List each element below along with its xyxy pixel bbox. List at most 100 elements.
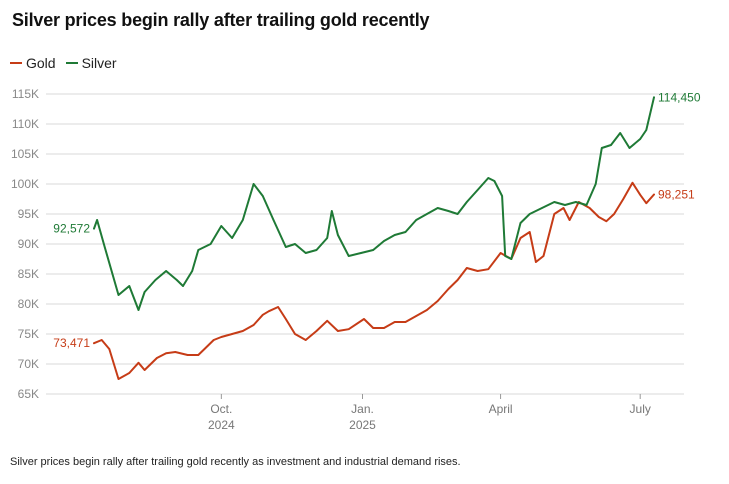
data-point-gold [653, 193, 655, 196]
data-point-gold [100, 339, 103, 341]
data-point-silver [501, 195, 503, 197]
data-point-gold [285, 318, 287, 320]
data-point-silver [337, 234, 339, 236]
chart-title: Silver prices begin rally after trailing… [12, 10, 430, 30]
data-point-silver [476, 189, 479, 191]
data-point-gold [252, 324, 255, 326]
data-point-silver [262, 195, 264, 197]
data-point-gold [315, 330, 318, 332]
data-point-silver [209, 243, 212, 245]
data-point-silver [96, 219, 98, 221]
data-point-silver [619, 132, 621, 134]
data-point-silver [575, 201, 577, 203]
data-point-silver [220, 225, 223, 227]
data-point-silver [645, 129, 648, 131]
data-point-silver [326, 237, 329, 239]
data-point-gold [337, 330, 339, 332]
data-point-gold [562, 207, 565, 209]
y-tick-label: 95K [18, 207, 39, 221]
legend: Gold Silver [10, 55, 117, 71]
data-point-silver [165, 270, 167, 272]
data-point-gold [645, 202, 648, 204]
chart-caption: Silver prices begin rally after trailing… [10, 456, 461, 468]
data-point-gold [519, 237, 522, 239]
data-point-gold [542, 255, 545, 257]
data-point-gold [174, 351, 177, 353]
data-point-gold [262, 314, 264, 316]
y-tick-label: 70K [18, 357, 39, 371]
data-point-silver [653, 96, 655, 99]
data-point-gold [347, 328, 350, 331]
data-point-gold [304, 339, 307, 341]
data-point-gold [93, 342, 95, 345]
data-point-gold [456, 279, 459, 281]
data-point-gold [117, 378, 120, 380]
data-point-silver [372, 249, 375, 251]
data-point-gold [186, 354, 189, 356]
y-tick-label: 100K [11, 177, 39, 191]
data-point-silver [103, 246, 106, 248]
data-point-silver [360, 252, 362, 254]
data-point-silver [383, 240, 385, 242]
data-point-silver [176, 279, 178, 281]
x-tick-label: Jan. [351, 402, 374, 416]
data-point-gold [128, 372, 131, 374]
data-point-gold [404, 321, 407, 323]
y-tick-label: 105K [11, 147, 39, 161]
end-label-gold: 98,251 [658, 187, 695, 201]
data-point-silver [456, 213, 459, 215]
data-point-silver [436, 207, 439, 209]
data-point-silver [137, 309, 140, 311]
data-point-gold [203, 348, 206, 350]
data-point-gold [277, 306, 279, 308]
data-point-silver [628, 147, 631, 149]
data-point-gold [598, 216, 600, 218]
data-point-silver [601, 147, 603, 149]
data-point-silver [504, 255, 507, 257]
data-point-gold [568, 219, 571, 221]
x-tick-label: Oct. [210, 402, 232, 416]
data-point-gold [372, 327, 375, 329]
x-tick-label: April [489, 402, 513, 416]
data-point-silver [331, 210, 333, 212]
data-point-gold [528, 231, 531, 233]
data-point-silver [585, 204, 588, 206]
data-point-silver [393, 234, 396, 236]
data-point-silver [272, 219, 275, 221]
legend-item-gold: Gold [10, 55, 56, 71]
legend-swatch-silver [65, 62, 78, 64]
data-point-silver [528, 213, 531, 215]
data-point-silver [197, 249, 200, 251]
data-point-silver [404, 231, 407, 233]
x-tick-sublabel: 2024 [208, 418, 235, 432]
series-line-silver [93, 96, 655, 311]
data-point-silver [143, 291, 146, 293]
data-point-silver [426, 213, 428, 215]
data-point-silver [639, 138, 641, 140]
data-point-silver [564, 204, 566, 206]
data-point-gold [108, 348, 111, 350]
data-point-silver [117, 294, 120, 296]
data-point-gold [605, 220, 608, 222]
series-line-gold [93, 181, 655, 380]
data-point-gold [447, 288, 450, 290]
data-point-gold [212, 339, 215, 341]
data-point-gold [231, 333, 233, 335]
data-point-gold [156, 357, 158, 359]
data-point-gold [415, 315, 418, 317]
data-point-silver [541, 207, 543, 209]
y-tick-label: 75K [18, 327, 39, 341]
data-point-silver [182, 285, 184, 287]
data-point-silver [231, 237, 233, 239]
x-tick-label: July [630, 402, 651, 416]
data-point-silver [128, 285, 131, 287]
legend-item-silver: Silver [65, 55, 117, 71]
data-point-gold [613, 213, 615, 215]
data-point-gold [383, 327, 385, 329]
y-tick-label: 85K [18, 267, 39, 281]
data-point-gold [165, 352, 167, 355]
data-point-silver [415, 219, 418, 221]
data-point-silver [510, 258, 513, 260]
data-point-gold [268, 310, 270, 313]
data-point-silver [487, 177, 490, 179]
